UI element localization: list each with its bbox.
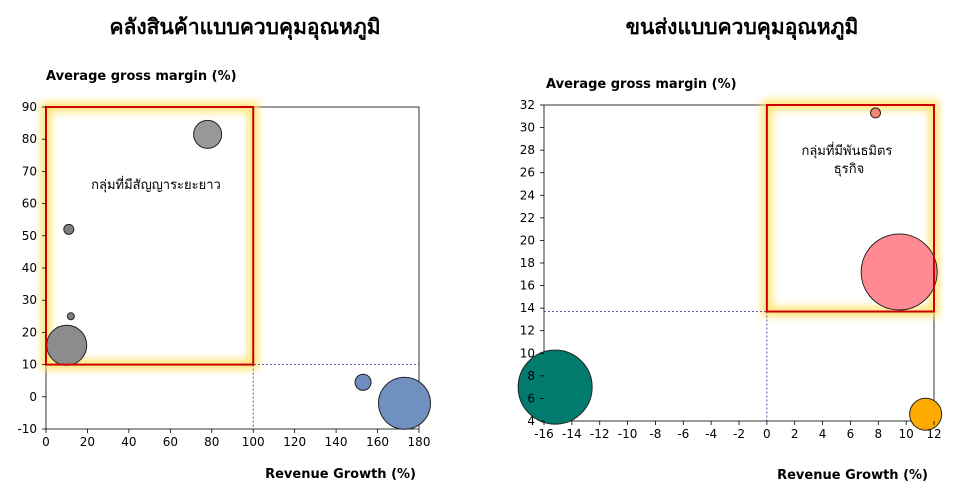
chart2-ytick-label-8: 20 <box>520 233 535 247</box>
chart2-xtick-label-9: 2 <box>791 427 799 441</box>
chart2-title: ขนส่งแบบควบคุมอุณหภูมิ <box>626 15 859 41</box>
chart1-bubble-3 <box>66 312 75 321</box>
chart2-region-label-line2: ธุรกิจ <box>834 162 864 177</box>
chart2-ytick-label-5: 14 <box>520 301 535 315</box>
chart2-bubble-4 <box>909 397 943 431</box>
chart2-region-label: กลุ่มที่มีพันธมิตร ธุรกิจ <box>801 142 896 177</box>
chart1-xlabel: Revenue Growth (%) <box>265 467 416 482</box>
chart1-xtick-label-4: 80 <box>204 435 219 449</box>
chart1-xtick-label-9: 180 <box>408 435 431 449</box>
chart2-ytick-label-9: 22 <box>520 211 535 225</box>
chart1-xtick-label-1: 20 <box>80 435 95 449</box>
chart2-xtick-label-8: 0 <box>763 427 771 441</box>
chart2-xtick-label-2: -12 <box>590 427 610 441</box>
chart1-ytick-label-6: 50 <box>22 229 37 243</box>
chart1-ytick-label-5: 40 <box>22 261 37 275</box>
chart2-xtick-label-3: -10 <box>618 427 638 441</box>
chart1-bubble-2 <box>63 223 75 235</box>
chart2-ylabel: Average gross margin (%) <box>546 77 737 92</box>
chart1-highlight-box <box>45 106 255 366</box>
chart2-xtick-label-1: -14 <box>562 427 582 441</box>
chart1-ytick-label-2: 10 <box>22 358 37 372</box>
chart2-bubble-3 <box>517 349 593 425</box>
chart2-bubble-2 <box>860 233 938 311</box>
chart2-xtick-label-14: 12 <box>926 427 941 441</box>
chart2-xtick-label-5: -6 <box>677 427 689 441</box>
chart1-title: คลังสินค้าแบบควบคุมอุณหภูมิ <box>109 15 380 41</box>
chart2-xtick-label-12: 8 <box>874 427 882 441</box>
chart2-ytick-label-6: 16 <box>520 279 535 293</box>
chart2-ytick-label-10: 24 <box>520 188 535 202</box>
chart2-xtick-label-4: -8 <box>649 427 661 441</box>
chart1-xtick-label-7: 140 <box>325 435 348 449</box>
chart1-xtick-label-5: 100 <box>242 435 265 449</box>
chart1-xtick-label-2: 40 <box>121 435 136 449</box>
chart2-xtick-label-7: -2 <box>733 427 745 441</box>
chart1-highlight-glow <box>41 102 259 370</box>
chart1-ytick-label-8: 70 <box>22 164 37 178</box>
chart1-ytick-label-9: 80 <box>22 132 37 146</box>
chart1-bubble-5 <box>354 373 372 391</box>
chart1-bubble-6 <box>377 376 431 430</box>
chart2-ytick-label-4: 12 <box>520 324 535 338</box>
chart2-ytick-label-13: 30 <box>520 121 535 135</box>
chart2-ytick-label-3: 10 <box>520 346 535 360</box>
chart2-xtick-label-0: -16 <box>534 427 554 441</box>
chart1-xtick-label-3: 60 <box>163 435 178 449</box>
chart2-xlabel: Revenue Growth (%) <box>777 468 928 483</box>
chart1-ytick-label-3: 20 <box>22 325 37 339</box>
chart2-ytick-label-7: 18 <box>520 256 535 270</box>
chart1-ylabel: Average gross margin (%) <box>46 69 237 84</box>
chart2-bubble-1 <box>870 107 881 119</box>
chart2-ytick-label-2: 8 <box>527 369 535 383</box>
chart1-region-label: กลุ่มที่มีสัญญาระยะยาว <box>91 176 221 193</box>
chart1-xtick-label-8: 160 <box>366 435 389 449</box>
chart2-ytick-label-1: 6 <box>527 391 535 405</box>
chart1-ytick-label-4: 30 <box>22 293 37 307</box>
chart2-ytick-label-0: 4 <box>527 414 535 428</box>
chart2-ytick-label-12: 28 <box>520 143 535 157</box>
chart1-ytick-label-7: 60 <box>22 197 37 211</box>
chart1-xtick-label-6: 120 <box>283 435 306 449</box>
chart2-highlight-box <box>765 104 935 313</box>
chart2-xtick-label-10: 4 <box>819 427 827 441</box>
chart2-xtick-label-13: 10 <box>899 427 914 441</box>
chart1-ytick-label-0: -10 <box>17 422 37 436</box>
chart1-ytick-label-10: 90 <box>22 100 37 114</box>
chart1-xtick-label-0: 0 <box>42 435 50 449</box>
chart2-ytick-label-11: 26 <box>520 166 535 180</box>
chart1-bubble-1 <box>193 119 223 149</box>
chart1-ytick-label-1: 0 <box>29 390 37 404</box>
chart1-bubble-4 <box>46 324 88 366</box>
chart2-xtick-label-6: -4 <box>705 427 717 441</box>
chart2-region-label-line1: กลุ่มที่มีพันธมิตร <box>801 142 892 159</box>
chart2-ytick-label-14: 32 <box>520 98 535 112</box>
chart2-xtick-label-11: 6 <box>847 427 855 441</box>
